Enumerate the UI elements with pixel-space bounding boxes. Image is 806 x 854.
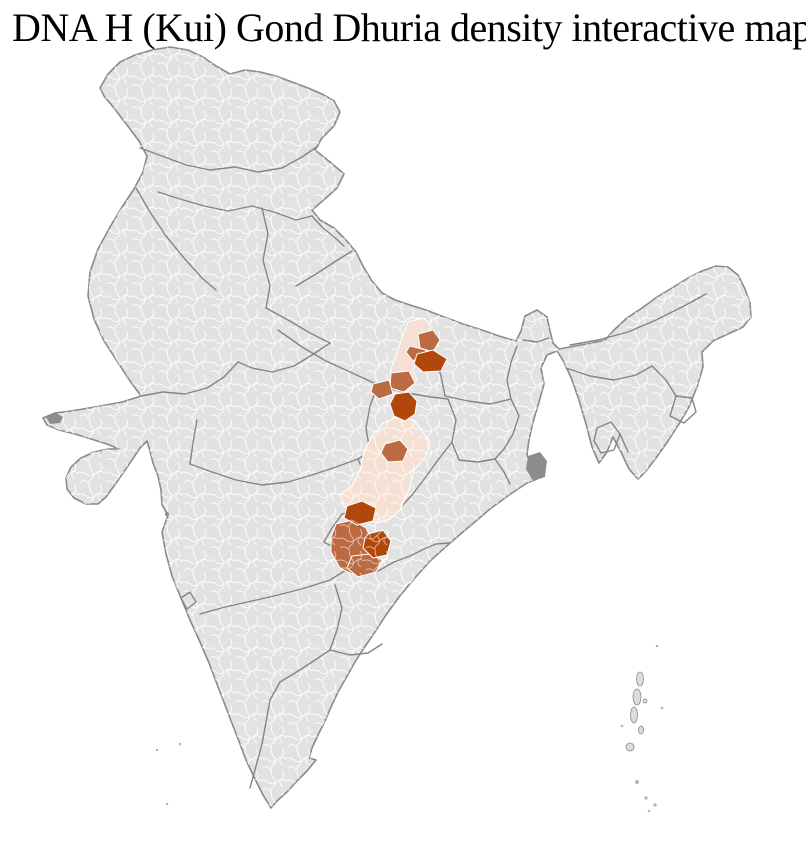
page-title: DNA H (Kui) Gond Dhuria density interact… — [12, 5, 806, 50]
small-islets — [155, 644, 664, 813]
islet — [660, 706, 664, 710]
sundarbans-delta — [526, 452, 547, 481]
andaman-island — [636, 671, 644, 687]
district-up-east-medium-1[interactable] — [417, 329, 441, 353]
islet — [644, 796, 648, 800]
lakshadweep-islet — [178, 742, 182, 746]
special-areas — [46, 413, 547, 517]
andaman-island — [632, 688, 642, 706]
mumbai-city-marker — [164, 511, 170, 517]
islet — [647, 809, 651, 813]
islet — [620, 724, 624, 728]
nicobar-island — [625, 742, 635, 752]
islet — [655, 644, 659, 648]
andaman-island — [630, 706, 638, 724]
islet — [653, 803, 657, 807]
lakshadweep-islet — [165, 802, 169, 806]
district-mp-cg-junction-high[interactable] — [389, 391, 418, 422]
lakshadweep-islet — [155, 748, 159, 752]
andaman-nicobar-islands — [625, 671, 648, 752]
district-cg-central-medium[interactable] — [380, 439, 409, 463]
andaman-island — [642, 698, 648, 704]
islet — [635, 780, 639, 784]
andaman-island — [638, 725, 644, 735]
kutch-west-marsh — [46, 413, 63, 424]
district-bihar-border-high[interactable] — [413, 349, 448, 373]
district-up-south-medium-west[interactable] — [370, 379, 394, 400]
